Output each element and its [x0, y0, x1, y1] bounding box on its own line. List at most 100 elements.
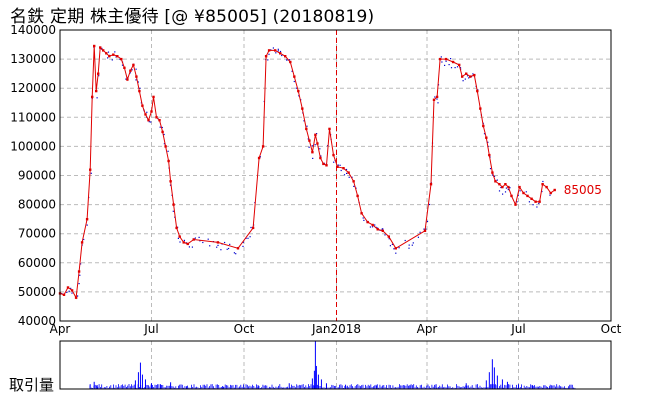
price-point — [77, 270, 81, 273]
trade-dot — [450, 58, 452, 60]
trade-dot — [172, 210, 174, 212]
price-point — [289, 60, 292, 64]
main-grid — [60, 30, 611, 321]
trade-dot — [369, 226, 371, 228]
price-point — [356, 194, 359, 198]
trade-dot — [311, 145, 313, 147]
price-point — [284, 55, 287, 58]
trade-dot — [198, 236, 200, 238]
trade-dot — [86, 224, 88, 226]
price-point — [501, 185, 504, 189]
price-point — [485, 136, 488, 139]
price-point — [80, 241, 84, 244]
price-point — [429, 183, 433, 186]
trade-dot — [454, 67, 456, 69]
y-tick-label: 40000 — [18, 314, 56, 328]
price-point — [147, 119, 150, 122]
trade-dot — [96, 97, 98, 99]
trade-dot — [163, 133, 165, 136]
price-point — [274, 49, 277, 52]
price-point — [360, 212, 363, 215]
trade-dot — [462, 80, 464, 82]
price-point — [297, 89, 300, 93]
x-tick-label: Apr — [50, 322, 71, 336]
trade-dot — [536, 206, 538, 208]
y-tick-label: 130000 — [10, 52, 56, 66]
trade-dot — [68, 290, 70, 292]
trade-dot — [275, 52, 277, 54]
trade-dot — [194, 237, 196, 239]
trade-dot — [487, 141, 489, 143]
trade-dot — [353, 185, 355, 187]
trade-dot — [507, 189, 509, 191]
y-tick-label: 50000 — [18, 285, 56, 299]
price-point — [120, 57, 123, 61]
price-point — [432, 98, 436, 101]
trade-dot — [393, 248, 395, 250]
trade-dot — [148, 121, 150, 123]
y-tick-label: 80000 — [18, 198, 56, 212]
trade-dot — [229, 243, 231, 245]
price-point — [178, 235, 181, 238]
trade-dot — [161, 126, 163, 129]
price-point — [182, 241, 185, 244]
trade-dot — [272, 47, 274, 49]
y-tick-label: 90000 — [18, 169, 56, 183]
price-point — [507, 185, 510, 189]
price-point — [155, 116, 158, 119]
trade-dot — [289, 59, 291, 61]
price-point — [169, 180, 172, 183]
price-point — [257, 156, 261, 160]
trade-dot — [207, 238, 209, 240]
trade-dot — [268, 53, 270, 55]
trade-dot — [209, 245, 211, 247]
trade-dot — [493, 175, 496, 177]
trade-dot — [549, 194, 551, 196]
trade-dot — [456, 66, 459, 68]
trade-dot — [79, 274, 81, 276]
price-point — [172, 203, 175, 206]
price-point — [325, 164, 328, 167]
x-tick-label: Jul — [510, 322, 525, 336]
trade-dot — [496, 179, 498, 181]
trade-dot — [121, 64, 124, 66]
x-tick-label: Jul — [143, 322, 158, 336]
price-point — [342, 167, 345, 170]
price-point — [473, 73, 476, 77]
trade-dot — [77, 295, 79, 297]
trade-dot — [519, 190, 521, 192]
trade-dot — [517, 194, 519, 197]
price-point — [476, 89, 479, 93]
trade-dot — [107, 57, 109, 59]
price-point — [435, 95, 439, 99]
trade-dot — [395, 252, 397, 254]
trade-dot — [235, 253, 237, 255]
trade-dot — [468, 77, 470, 79]
price-point — [216, 241, 220, 244]
price-point — [186, 242, 189, 246]
trade-dot — [250, 226, 252, 229]
trade-dot — [139, 87, 141, 89]
trade-dot — [303, 120, 305, 122]
price-point — [279, 52, 282, 55]
price-point — [347, 171, 350, 174]
trade-dot — [444, 64, 446, 66]
trade-dot — [440, 56, 442, 58]
price-point — [376, 228, 379, 231]
price-point — [97, 72, 100, 75]
trade-dot — [388, 238, 390, 240]
price-point — [438, 57, 442, 61]
trade-dot — [167, 150, 169, 152]
trade-dot — [308, 146, 310, 148]
line-layer — [58, 44, 556, 300]
trade-dot — [71, 292, 73, 294]
price-point — [381, 229, 384, 232]
price-point — [123, 66, 126, 69]
price-point — [465, 72, 468, 75]
trade-dot — [233, 252, 235, 254]
price-point — [366, 220, 369, 224]
trade-dot — [491, 174, 493, 176]
trade-dot — [542, 180, 544, 183]
price-point — [491, 171, 494, 174]
trade-dot — [320, 155, 322, 157]
